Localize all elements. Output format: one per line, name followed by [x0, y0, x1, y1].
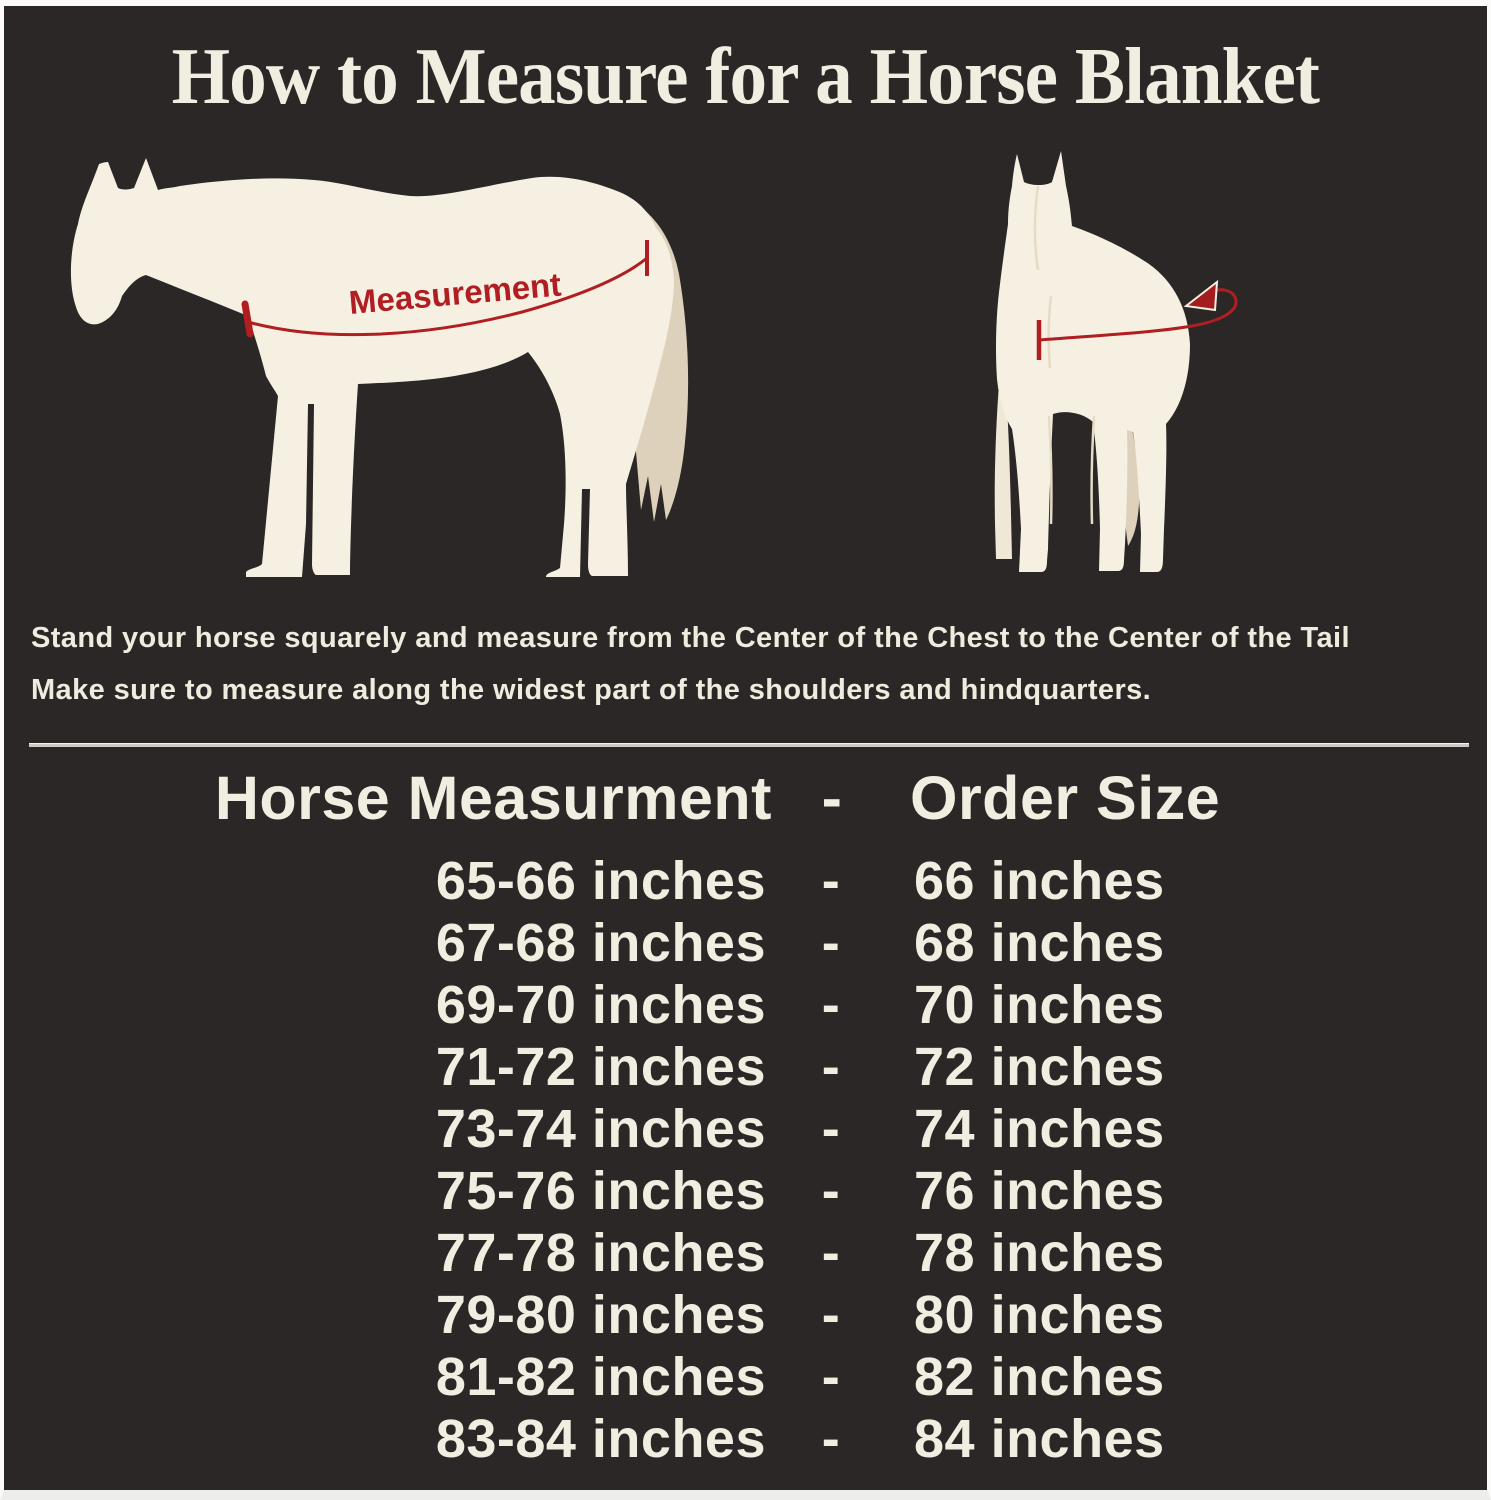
measurement-line [247, 256, 648, 337]
front-horse-figure [994, 151, 1238, 572]
order-size-cell: 78 inches [914, 1223, 1165, 1283]
girth-line [1038, 288, 1238, 342]
table-body: 65-66 inches - 66 inches 67-68 inches - … [4, 850, 1487, 1470]
page-title: How to Measure for a Horse Blanket [4, 32, 1487, 123]
table-row: 67-68 inches - 68 inches [4, 912, 1487, 974]
side-horse-figure: Measurement [70, 158, 689, 577]
table-row: 75-76 inches - 76 inches [4, 1160, 1487, 1222]
measurement-cell: 81-82 inches [435, 1347, 766, 1407]
measurement-cell: 73-74 inches [435, 1099, 766, 1159]
separator: - [821, 1285, 841, 1345]
separator: - [821, 975, 841, 1035]
separator: - [821, 1347, 841, 1407]
header-measurement: Horse Measurment [214, 764, 772, 832]
table-header: Horse Measurment - Order Size [4, 756, 1487, 840]
table-row: 71-72 inches - 72 inches [4, 1036, 1487, 1098]
page-title-text: How to Measure for a Horse Blanket [171, 33, 1320, 121]
measurement-cell: 83-84 inches [435, 1409, 766, 1469]
header-order-size: Order Size [910, 764, 1221, 832]
table-row: 77-78 inches - 78 inches [4, 1222, 1487, 1284]
measurement-cell: 65-66 inches [435, 851, 766, 911]
table-row: 79-80 inches - 80 inches [4, 1284, 1487, 1346]
front-horse-far-leg [994, 384, 1012, 559]
order-size-cell: 74 inches [914, 1099, 1165, 1159]
table-row: 81-82 inches - 82 inches [4, 1346, 1487, 1408]
table-row: 69-70 inches - 70 inches [4, 974, 1487, 1036]
girth-arrowhead [1183, 279, 1219, 312]
table-row: 73-74 inches - 74 inches [4, 1098, 1487, 1160]
divider-line [29, 743, 1469, 747]
order-size-cell: 72 inches [914, 1037, 1165, 1097]
order-size-cell: 80 inches [914, 1285, 1165, 1345]
measurement-cell: 67-68 inches [435, 913, 766, 973]
separator: - [821, 1037, 841, 1097]
separator: - [821, 1409, 841, 1469]
separator: - [821, 1223, 841, 1283]
front-horse-body [996, 151, 1190, 572]
order-size-cell: 82 inches [914, 1347, 1165, 1407]
measurement-cell: 75-76 inches [435, 1161, 766, 1221]
size-table: Horse Measurment - Order Size 65-66 inch… [4, 756, 1487, 1470]
instruction-line-1: Stand your horse squarely and measure fr… [31, 622, 1350, 654]
measurement-cell: 79-80 inches [435, 1285, 766, 1345]
header-separator: - [821, 764, 843, 832]
order-size-cell: 70 inches [914, 975, 1165, 1035]
table-row: 65-66 inches - 66 inches [4, 850, 1487, 912]
measurement-start-tick [241, 300, 254, 338]
order-size-cell: 76 inches [914, 1161, 1165, 1221]
order-size-cell: 84 inches [914, 1409, 1165, 1469]
order-size-cell: 66 inches [914, 851, 1165, 911]
measurement-cell: 77-78 inches [435, 1223, 766, 1283]
table-row: 83-84 inches - 84 inches [4, 1408, 1487, 1470]
separator: - [821, 851, 841, 911]
order-size-cell: 68 inches [914, 913, 1165, 973]
measurement-cell: 69-70 inches [435, 975, 766, 1035]
side-horse-body [70, 158, 674, 577]
separator: - [821, 913, 841, 973]
separator: - [821, 1099, 841, 1159]
separator: - [821, 1161, 841, 1221]
instructions: Stand your horse squarely and measure fr… [31, 612, 1467, 716]
front-horse-contours [1033, 185, 1096, 525]
instruction-line-2: Make sure to measure along the widest pa… [31, 674, 1152, 706]
measurement-cell: 71-72 inches [435, 1037, 766, 1097]
